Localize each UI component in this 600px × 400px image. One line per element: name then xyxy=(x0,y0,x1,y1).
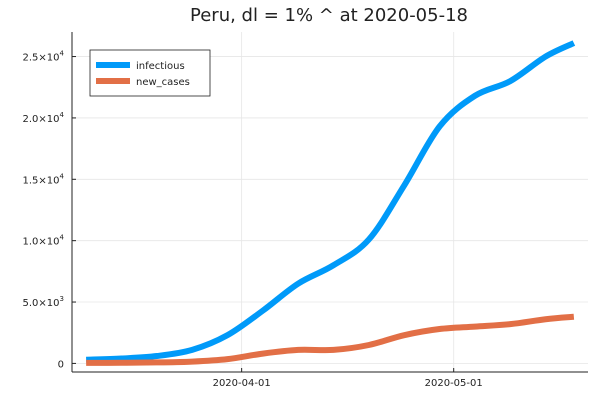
y-tick-label: 0 xyxy=(58,359,64,370)
legend-label: infectious xyxy=(136,61,185,72)
axes: 0 5.0×103 1.0×104 1.5×104 2.0×104 2.5×104 2020… xyxy=(23,32,588,389)
x-tick-label: 2020-05-01 xyxy=(425,378,483,389)
legend-label: new_cases xyxy=(136,77,190,88)
x-tick-label: 2020-04-01 xyxy=(213,378,271,389)
y-tick-label: 2.5×104 xyxy=(23,50,65,64)
y-tick-label: 1.0×104 xyxy=(23,234,65,248)
legend-box xyxy=(89,49,211,97)
y-tick-label: 2.0×104 xyxy=(23,111,65,125)
y-tick-label: 1.5×104 xyxy=(23,172,65,186)
series-line-infectious xyxy=(86,40,576,363)
y-tick-label: 5.0×103 xyxy=(23,295,64,309)
series-lines xyxy=(86,40,576,366)
chart-title: Peru, dl = 1% ^ at 2020-05-18 xyxy=(190,5,468,26)
legend: infectious new_cases xyxy=(89,49,211,97)
series-line-new-cases xyxy=(86,313,575,366)
